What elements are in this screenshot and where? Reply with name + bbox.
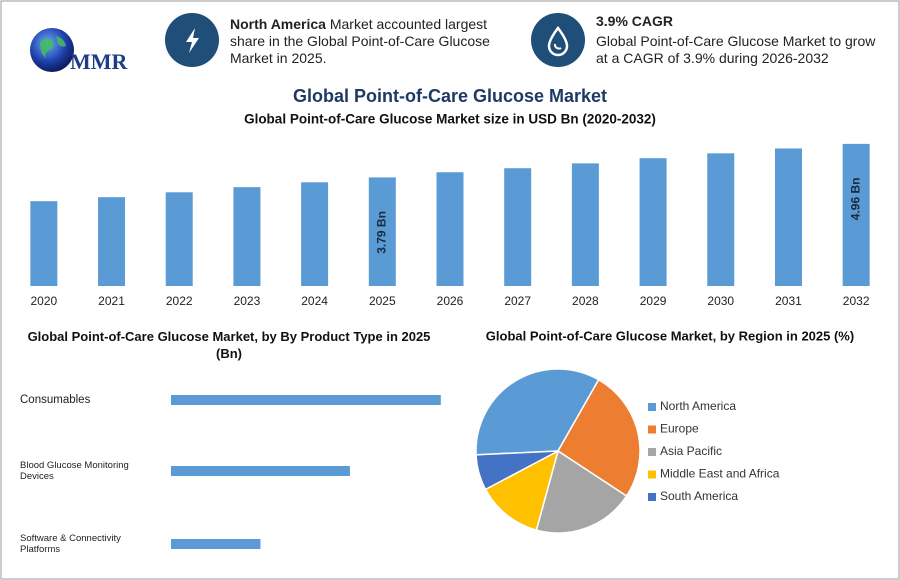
y-tick-label: Consumables: [20, 393, 91, 406]
pie-slice: [475, 450, 559, 491]
pie-slice: [484, 449, 560, 532]
pie-slice: [535, 449, 628, 534]
bar: [171, 539, 261, 549]
y-tick-label: Blood Glucose Monitoring Devices: [20, 460, 129, 482]
logo-text: MMR: [70, 49, 129, 74]
x-tick-label: 2024: [301, 294, 328, 308]
pie-slice: [556, 378, 641, 498]
value-label: 4.96 Bn: [848, 178, 862, 221]
legend-label: Europe: [660, 422, 699, 436]
bar: [30, 201, 58, 286]
value-label: 3.79 Bn: [374, 211, 388, 254]
x-tick-label: 2031: [775, 294, 802, 308]
callout: North America Market accounted largest s…: [230, 16, 510, 67]
y-tick-label: Software & Connectivity Platforms: [20, 533, 121, 555]
x-tick-label: 2026: [437, 294, 464, 308]
bar: [301, 182, 329, 286]
drop-icon: [547, 25, 569, 57]
logo-globe: [30, 28, 74, 72]
lightning-icon: [186, 28, 199, 53]
x-tick-label: 2023: [234, 294, 261, 308]
legend-swatch: [648, 425, 656, 434]
legend-swatch: [648, 403, 656, 411]
bar: [165, 192, 193, 286]
bar: [368, 177, 396, 286]
callout-title: 3.9% CAGR: [596, 13, 674, 29]
legend-label: Asia Pacific: [660, 444, 722, 458]
x-tick-label: 2021: [98, 294, 125, 308]
bar: [639, 158, 667, 286]
bar: [171, 395, 441, 405]
bar: [436, 172, 464, 286]
chart-title: Global Point-of-Care Glucose Market, by …: [486, 328, 854, 343]
callout: 3.9% CAGR Global Point-of-Care Glucose M…: [596, 13, 888, 67]
bar: [774, 148, 802, 286]
legend-label: North America: [660, 399, 736, 413]
x-tick-label: 2029: [640, 294, 667, 308]
legend-label: Middle East and Africa: [660, 467, 780, 481]
legend-swatch: [648, 493, 656, 501]
bar: [233, 187, 261, 286]
chart-title: Global Point-of-Care Glucose Market, by …: [27, 329, 431, 361]
x-tick-label: 2032: [843, 294, 870, 308]
callout-text: Global Point-of-Care Glucose Market to g…: [596, 33, 876, 66]
bar: [504, 168, 532, 286]
x-tick-label: 2025: [369, 294, 396, 308]
x-tick-label: 2022: [166, 294, 193, 308]
callout-icon: [531, 13, 585, 67]
legend-label: South America: [660, 489, 738, 503]
bar: [571, 163, 599, 286]
bar: [707, 153, 735, 286]
x-tick-label: 2028: [572, 294, 599, 308]
logo-land: [40, 36, 66, 58]
legend-swatch: [648, 448, 656, 456]
chart-title: Global Point-of-Care Glucose Market size…: [244, 112, 656, 127]
bar: [171, 466, 350, 476]
bar: [98, 197, 126, 286]
callout-highlight: North America: [230, 16, 326, 32]
callout-text: Market accounted largest share in the Gl…: [230, 16, 490, 66]
x-tick-label: 2027: [504, 294, 531, 308]
drop-icon: [553, 43, 562, 50]
x-tick-label: 2030: [707, 294, 734, 308]
legend-swatch: [648, 470, 656, 479]
x-tick-label: 2020: [30, 294, 57, 308]
bar: [842, 143, 870, 286]
main-title: Global Point-of-Care Glucose Market: [293, 86, 607, 106]
